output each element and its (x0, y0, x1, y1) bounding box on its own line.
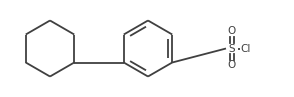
Text: Cl: Cl (240, 43, 250, 54)
Text: S: S (229, 43, 235, 54)
Text: O: O (228, 61, 236, 71)
Text: O: O (228, 26, 236, 36)
